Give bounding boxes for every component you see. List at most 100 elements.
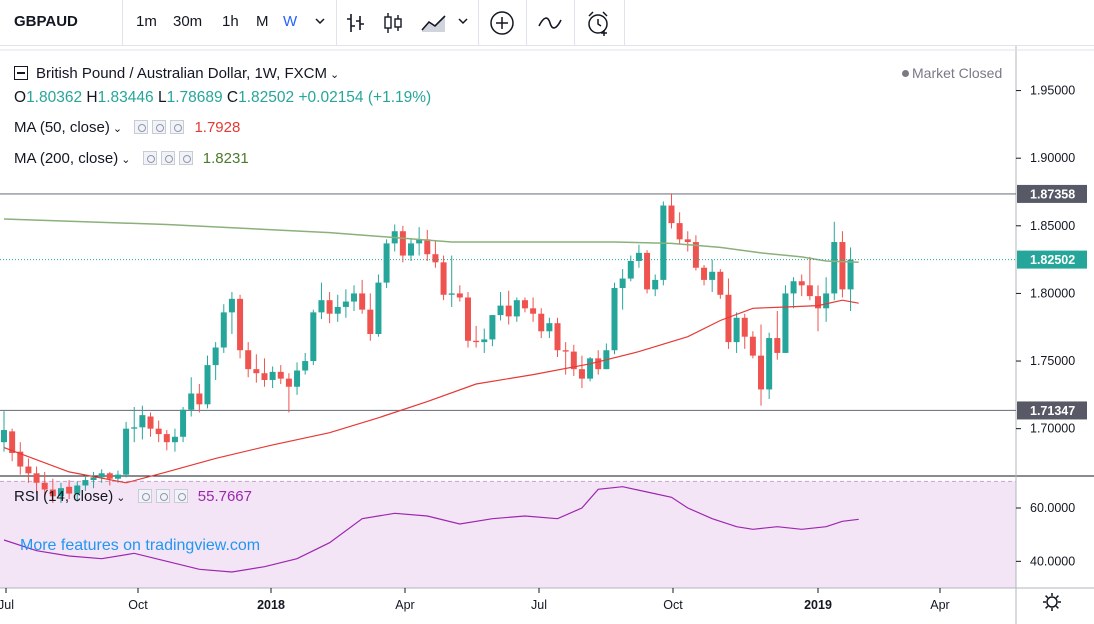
candle: [228, 292, 235, 334]
candle: [823, 277, 830, 322]
interval-1m[interactable]: 1m: [136, 13, 157, 30]
time-tick-label[interactable]: 2018: [257, 598, 285, 612]
main-pane: [0, 46, 1016, 476]
ma50-visibility-eye-icon[interactable]: [134, 120, 149, 134]
bar-chart-style-icon[interactable]: [343, 10, 369, 36]
candle: [74, 481, 81, 502]
last-price-tag: 1.82502: [1017, 250, 1087, 269]
candles: [1, 193, 854, 504]
add-compare-plus-icon[interactable]: [488, 9, 516, 37]
time-tick-label[interactable]: Jul: [0, 598, 14, 612]
rsi-chevron-icon[interactable]: ⌄: [116, 492, 126, 504]
interval-30m[interactable]: 30m: [173, 13, 203, 30]
ohlc-values: O1.80362 H1.83446 L1.78689 C1.82502 +0.0…: [14, 88, 431, 108]
candle: [351, 285, 358, 312]
candle: [253, 354, 260, 383]
candle: [66, 480, 73, 499]
candle: [815, 285, 821, 332]
candle: [196, 384, 203, 413]
candle: [245, 342, 252, 378]
time-tick-label[interactable]: Oct: [128, 598, 148, 612]
candle: [644, 250, 651, 294]
candle: [261, 358, 268, 387]
ma50-settings-gear-icon[interactable]: [152, 120, 167, 134]
candle: [578, 355, 585, 389]
symbol-legend-chevron-icon[interactable]: ⌄: [329, 69, 340, 81]
market-status-dot-icon: [902, 70, 909, 77]
candle: [375, 274, 382, 337]
ohlc-open-label: O: [14, 89, 27, 106]
ma200-label[interactable]: MA (200, close): [14, 150, 119, 167]
candle: [139, 405, 146, 440]
symbol-title: British Pound / Australian Dollar, 1W, F…: [36, 65, 327, 82]
chart-settings-gear-icon[interactable]: [1043, 593, 1061, 611]
ma50-label[interactable]: MA (50, close): [14, 119, 110, 136]
candle: [749, 331, 756, 359]
time-axis-ticks[interactable]: Jul Oct 2018 Apr Jul Oct 2019 Apr: [0, 588, 950, 612]
candle: [456, 285, 463, 302]
candle: [473, 325, 480, 348]
chart-style-dropdown-chevron-icon[interactable]: [456, 14, 470, 28]
ma200-settings-gear-icon[interactable]: [160, 151, 175, 165]
time-tick-label[interactable]: Jul: [531, 598, 547, 612]
price-chart[interactable]: 1.95000 1.90000 1.85000 1.80000 1.75000 1.700…: [0, 46, 1094, 624]
area-chart-style-icon[interactable]: [420, 10, 448, 36]
toolbar-divider: [624, 0, 625, 46]
candle: [310, 309, 317, 366]
interval-week[interactable]: W: [283, 13, 298, 30]
rsi-visibility-eye-icon[interactable]: [137, 489, 152, 503]
candle: [741, 313, 748, 349]
candle: [90, 471, 97, 489]
rsi-legend: RSI (14, close) ⌄ 55.7667: [14, 487, 252, 508]
ma50-remove-close-icon[interactable]: [170, 120, 185, 134]
ma200-visibility-eye-icon[interactable]: [142, 151, 157, 165]
tradingview-watermark-link[interactable]: More features on tradingview.com: [20, 537, 261, 554]
ohlc-open: 1.80362: [26, 89, 83, 106]
candle: [806, 256, 813, 301]
ohlc-close-label: C: [226, 89, 239, 106]
candles-chart-style-icon[interactable]: [380, 10, 406, 36]
candle: [277, 365, 284, 385]
rsi-remove-close-icon[interactable]: [173, 489, 188, 503]
candle: [587, 356, 594, 382]
price-tick-label: 1.90000: [1030, 151, 1075, 165]
collapse-legend-icon[interactable]: [14, 66, 28, 80]
symbol-search[interactable]: GBPAUD: [14, 13, 78, 30]
time-tick-label[interactable]: 2019: [804, 598, 832, 612]
ma200-legend: MA (200, close) ⌄ 1.8231: [14, 149, 249, 170]
indicators-icon[interactable]: [536, 10, 564, 36]
candle: [464, 292, 471, 348]
candle: [489, 315, 496, 347]
candle: [701, 265, 708, 286]
interval-1h[interactable]: 1h: [222, 13, 239, 30]
interval-month[interactable]: M: [256, 13, 269, 30]
candle: [635, 244, 642, 268]
interval-dropdown-chevron-icon[interactable]: [313, 14, 327, 28]
candle: [717, 269, 724, 299]
ohlc-low: 1.78689: [166, 89, 223, 106]
ma200-remove-close-icon[interactable]: [178, 151, 193, 165]
ma50-line: [3, 299, 859, 484]
candle: [163, 430, 170, 451]
candle: [25, 458, 32, 483]
candle: [326, 292, 333, 324]
horizontal-levels[interactable]: [0, 193, 1016, 412]
time-tick-label[interactable]: Oct: [663, 598, 683, 612]
ma200-value: 1.8231: [202, 150, 249, 167]
time-tick-label[interactable]: Apr: [930, 598, 949, 612]
rsi-label[interactable]: RSI (14, close): [14, 488, 114, 505]
candle: [595, 350, 602, 375]
price-tag-label: 1.71347: [1030, 404, 1075, 418]
candle: [766, 332, 773, 399]
time-tick-label[interactable]: Apr: [395, 598, 414, 612]
candle: [839, 231, 846, 298]
rsi-settings-gear-icon[interactable]: [155, 489, 170, 503]
price-tag-label: 1.82502: [1030, 253, 1075, 267]
rsi-axis-ticks: 60.0000 40.0000: [1016, 501, 1075, 568]
candle: [98, 469, 105, 483]
price-tick-label: 1.85000: [1030, 219, 1075, 233]
ma50-value: 1.7928: [194, 119, 241, 136]
ma50-chevron-icon[interactable]: ⌄: [112, 123, 123, 135]
ma200-chevron-icon[interactable]: ⌄: [121, 154, 131, 166]
alert-clock-icon[interactable]: [584, 8, 614, 38]
